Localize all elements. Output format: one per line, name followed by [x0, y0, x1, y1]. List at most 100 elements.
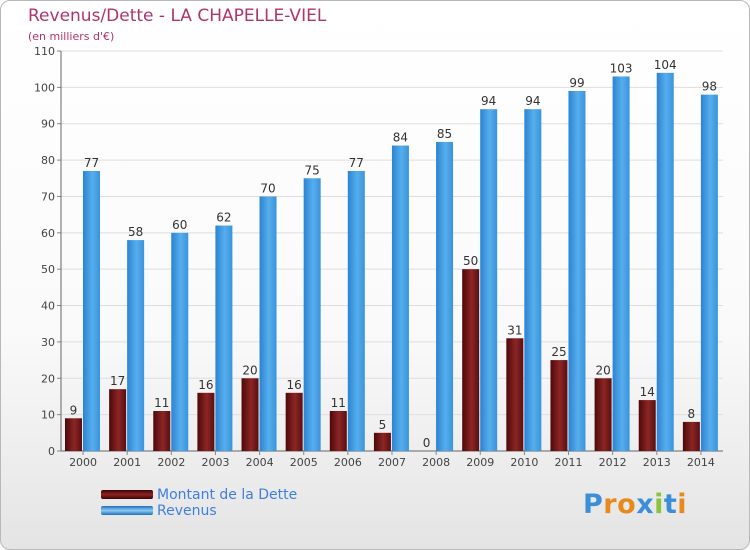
y-tick-label: 20 [41, 372, 55, 385]
x-tick-label: 2012 [599, 456, 627, 469]
data-label-dette: 14 [640, 385, 655, 399]
bar-dette [462, 269, 480, 451]
x-tick-label: 2008 [422, 456, 450, 469]
y-tick-label: 0 [48, 445, 55, 458]
x-tick-label: 2007 [378, 456, 406, 469]
x-tick-label: 2006 [334, 456, 362, 469]
bar-dette [506, 338, 524, 451]
legend-label-dette: Montant de la Dette [157, 487, 298, 503]
bar-dette [197, 392, 215, 451]
x-tick-label: 2014 [687, 456, 715, 469]
data-label-revenus: 70 [260, 181, 275, 195]
logo-letter: x [636, 489, 655, 520]
legend-swatch-dette [101, 490, 153, 499]
bar-revenus [700, 94, 718, 452]
bar-dette [285, 392, 303, 451]
data-label-revenus: 94 [525, 94, 540, 108]
data-label-dette: 25 [551, 345, 566, 359]
chart-title: Revenus/Dette - LA CHAPELLE-VIEL [28, 6, 327, 26]
bar-revenus [259, 196, 277, 451]
data-label-dette: 17 [110, 374, 125, 388]
y-tick-label: 40 [41, 300, 55, 313]
data-label-dette: 50 [463, 254, 478, 268]
bar-dette [638, 400, 656, 451]
y-tick-label: 70 [41, 190, 55, 203]
data-label-dette: 20 [595, 363, 610, 377]
y-tick-label: 110 [34, 45, 55, 58]
data-label-revenus: 84 [393, 131, 408, 145]
logo-letter: P [583, 489, 604, 520]
y-tick-label: 90 [41, 118, 55, 131]
bar-dette [109, 389, 127, 451]
y-tick-label: 30 [41, 336, 55, 349]
x-tick-label: 2003 [201, 456, 229, 469]
legend-label-revenus: Revenus [157, 503, 217, 519]
data-label-dette: 16 [287, 378, 302, 392]
x-tick-label: 2002 [157, 456, 185, 469]
logo-letter: t [663, 489, 678, 520]
bar-dette [153, 411, 171, 451]
data-label-revenus: 85 [437, 127, 452, 141]
bar-dette [550, 360, 568, 451]
data-label-dette: 0 [423, 436, 431, 450]
x-tick-label: 2013 [643, 456, 671, 469]
bar-dette [682, 421, 700, 451]
data-label-dette: 16 [198, 378, 213, 392]
logo-letter: i [654, 489, 664, 520]
data-label-revenus: 77 [349, 156, 364, 170]
bar-revenus [480, 109, 498, 451]
data-label-revenus: 62 [216, 211, 231, 225]
bar-dette [65, 418, 82, 451]
x-tick-label: 2005 [290, 456, 318, 469]
bar-revenus [656, 72, 674, 452]
data-label-revenus: 103 [610, 61, 633, 75]
data-label-dette: 31 [507, 323, 522, 337]
y-tick-label: 50 [41, 263, 55, 276]
y-tick-label: 80 [41, 154, 55, 167]
data-label-dette: 5 [379, 418, 387, 432]
bar-revenus [215, 225, 233, 451]
bar-revenus [347, 171, 365, 451]
x-tick-label: 2004 [246, 456, 274, 469]
data-label-dette: 20 [242, 363, 257, 377]
data-label-revenus: 94 [481, 94, 496, 108]
logo-letter: o [617, 489, 637, 520]
bar-revenus [436, 141, 454, 451]
bar-dette [241, 378, 259, 451]
bar-revenus [612, 76, 630, 452]
legend-swatch-revenus [101, 506, 153, 515]
logo-letter: i [677, 489, 688, 520]
x-tick-label: 2000 [69, 456, 97, 469]
data-label-dette: 8 [688, 407, 696, 421]
bar-revenus [303, 178, 321, 452]
data-label-dette: 11 [154, 396, 169, 410]
x-tick-label: 2009 [466, 456, 494, 469]
proxiti-logo: Proxiti [583, 489, 687, 520]
bar-revenus [127, 240, 145, 451]
bar-revenus [83, 171, 100, 451]
data-label-revenus: 98 [702, 80, 717, 94]
bar-dette [373, 432, 391, 451]
chart-subtitle: (en milliers d'€) [28, 30, 115, 43]
bar-revenus [568, 91, 586, 451]
x-tick-label: 2001 [113, 456, 141, 469]
data-label-revenus: 58 [128, 225, 143, 239]
x-tick-label: 2011 [555, 456, 583, 469]
logo-letter: r [603, 489, 618, 520]
data-label-dette: 11 [331, 396, 346, 410]
bar-revenus [171, 232, 189, 451]
data-label-dette: 9 [70, 403, 78, 417]
data-label-revenus: 99 [569, 76, 584, 90]
bar-revenus [391, 145, 409, 451]
bar-dette [594, 378, 612, 451]
x-tick-label: 2010 [510, 456, 538, 469]
data-label-revenus: 104 [654, 58, 677, 72]
bar-revenus [524, 109, 542, 451]
data-label-revenus: 77 [84, 156, 99, 170]
data-label-revenus: 75 [305, 163, 320, 177]
y-tick-label: 60 [41, 227, 55, 240]
bar-dette [329, 411, 347, 451]
data-label-revenus: 60 [172, 218, 187, 232]
